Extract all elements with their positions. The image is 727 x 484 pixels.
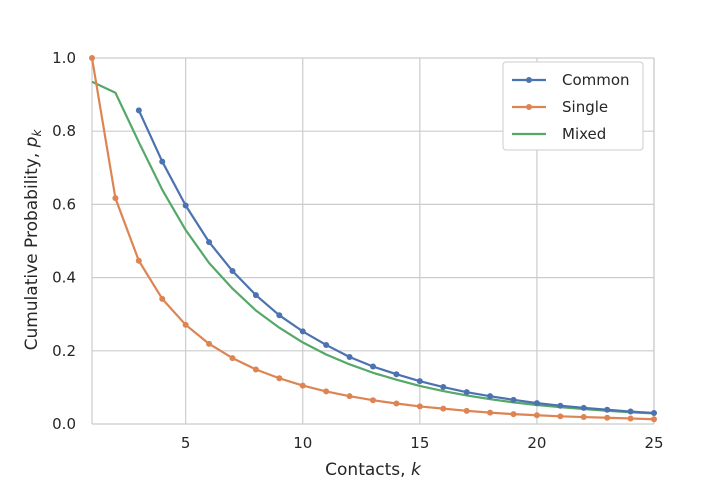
data-point-common xyxy=(487,393,494,400)
data-point-single xyxy=(580,414,587,421)
data-point-common xyxy=(159,158,166,165)
legend-label-common: Common xyxy=(562,71,630,89)
data-point-common xyxy=(182,202,189,209)
legend-marker-single xyxy=(526,104,532,110)
x-tick-label: 10 xyxy=(293,434,312,452)
legend-label-mixed: Mixed xyxy=(562,125,606,143)
data-point-single xyxy=(440,405,447,412)
data-point-single xyxy=(89,55,95,61)
data-point-single xyxy=(416,403,423,410)
data-point-common xyxy=(627,408,634,415)
data-point-single xyxy=(346,393,353,400)
x-tick-label: 20 xyxy=(527,434,546,452)
data-point-single xyxy=(627,415,634,422)
data-point-single xyxy=(370,397,376,404)
data-point-single xyxy=(463,407,470,414)
data-point-common xyxy=(229,268,236,275)
data-point-common xyxy=(651,410,657,417)
series-single xyxy=(89,55,657,423)
legend-entry-common: Common xyxy=(512,71,630,89)
y-tick-label: 0.8 xyxy=(52,122,76,140)
data-point-common xyxy=(440,384,447,391)
data-point-common xyxy=(323,341,330,348)
x-tick-label: 25 xyxy=(644,434,663,452)
x-axis-label: Contacts, k xyxy=(325,460,422,480)
data-point-single xyxy=(393,400,400,407)
data-point-single xyxy=(182,321,189,328)
legend-entry-single: Single xyxy=(512,98,608,116)
data-point-common xyxy=(557,402,564,409)
data-point-single xyxy=(557,413,564,420)
data-point-single xyxy=(604,414,611,421)
data-point-single xyxy=(159,295,166,302)
data-point-single xyxy=(252,366,259,373)
y-tick-label: 0.6 xyxy=(52,195,76,213)
y-tick-label: 0.0 xyxy=(52,415,76,433)
data-point-single xyxy=(533,412,540,419)
y-tick-label: 0.4 xyxy=(52,269,76,287)
data-point-common xyxy=(276,312,283,319)
data-point-common xyxy=(370,363,376,370)
data-point-common xyxy=(533,400,540,407)
data-point-common xyxy=(252,292,259,299)
data-point-common xyxy=(580,404,587,411)
data-point-single xyxy=(276,375,283,382)
data-point-single xyxy=(112,195,119,202)
legend-marker-common xyxy=(526,77,532,83)
data-point-common xyxy=(393,371,400,378)
tick-labels: 5 10 15 20 25 0.0 0.2 0.4 0.6 0.8 1.0 xyxy=(52,49,663,452)
data-point-common xyxy=(463,389,470,396)
x-tick-label: 15 xyxy=(410,434,429,452)
y-tick-label: 0.2 xyxy=(52,342,76,360)
data-point-common xyxy=(604,406,611,413)
series-layer xyxy=(89,55,657,423)
y-tick-label: 1.0 xyxy=(52,49,76,67)
data-point-common xyxy=(135,107,142,114)
data-point-single xyxy=(510,411,517,418)
data-point-single xyxy=(206,340,213,347)
y-axis-label: Cumulative Probability, pk xyxy=(22,129,44,351)
x-tick-label: 5 xyxy=(181,434,191,452)
data-point-single xyxy=(651,416,657,423)
legend-box xyxy=(502,61,644,151)
data-point-common xyxy=(416,378,423,385)
legend: Common Single Mixed xyxy=(502,61,644,151)
legend-entry-mixed: Mixed xyxy=(512,125,606,143)
legend-label-single: Single xyxy=(562,98,608,116)
series-line-common xyxy=(137,109,655,415)
series-common xyxy=(135,107,657,417)
data-point-single xyxy=(487,409,494,416)
data-point-single xyxy=(229,355,236,362)
data-point-common xyxy=(206,239,213,246)
data-point-common xyxy=(299,328,306,335)
data-point-single xyxy=(323,388,330,395)
data-point-common xyxy=(346,354,353,361)
data-point-common xyxy=(510,396,517,403)
data-point-single xyxy=(135,257,142,264)
data-point-single xyxy=(299,382,306,389)
